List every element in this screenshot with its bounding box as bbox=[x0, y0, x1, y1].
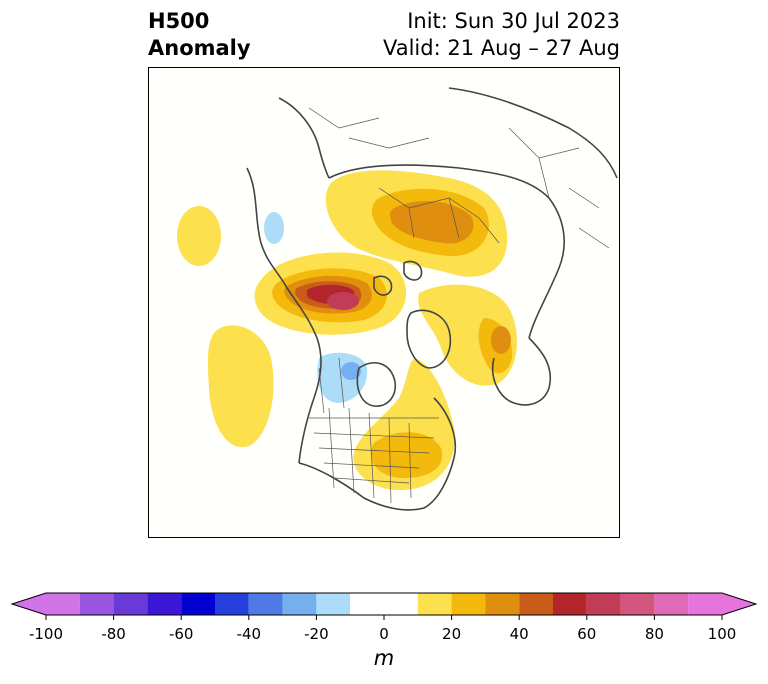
chart-title-right: Init: Sun 30 Jul 2023 Valid: 21 Aug – 27… bbox=[383, 8, 620, 62]
anomaly-fields bbox=[177, 170, 518, 491]
border-eurasia-3 bbox=[308, 107, 430, 149]
border-us-states-v bbox=[328, 407, 412, 504]
init-date: Init: Sun 30 Jul 2023 bbox=[407, 9, 620, 33]
colorbar-tick-label: -100 bbox=[28, 625, 64, 643]
anomaly-ne-us-gold bbox=[371, 432, 443, 478]
colorbar-unit: m bbox=[373, 646, 395, 670]
colorbar-segment bbox=[350, 593, 418, 615]
colorbar-segment bbox=[79, 593, 114, 615]
colorbar-segment bbox=[316, 593, 351, 615]
border-eurasia-1 bbox=[378, 187, 500, 244]
border-eurasia-2 bbox=[508, 127, 610, 249]
colorbar-segment bbox=[654, 593, 689, 615]
valid-range: Valid: 21 Aug – 27 Aug bbox=[382, 36, 620, 60]
colorbar-tick-label: 40 bbox=[509, 625, 529, 643]
anomaly-npac-high bbox=[207, 325, 274, 448]
colorbar-tick-label: 20 bbox=[442, 625, 462, 643]
coast-asia-east bbox=[278, 97, 330, 179]
colorbar-segment bbox=[620, 593, 655, 615]
border-canada bbox=[318, 357, 345, 414]
colorbar bbox=[10, 592, 758, 620]
colorbar-segment bbox=[451, 593, 486, 615]
colorbar-tick-label: 80 bbox=[644, 625, 664, 643]
colorbar-segment bbox=[417, 593, 452, 615]
colorbar-segment bbox=[485, 593, 520, 615]
colorbar-extend-high bbox=[722, 593, 756, 615]
anomaly-euro-orange bbox=[491, 326, 511, 354]
colorbar-segment bbox=[688, 593, 722, 615]
chart-title-left: H500 Anomaly bbox=[148, 8, 251, 62]
title-field: Anomaly bbox=[148, 36, 251, 60]
coast-na-east bbox=[298, 397, 457, 511]
colorbar-segment bbox=[519, 593, 553, 615]
colorbar-segment bbox=[553, 593, 587, 615]
coastlines bbox=[246, 87, 618, 511]
anomaly-bering-high bbox=[177, 206, 221, 266]
coast-hudson-bay bbox=[356, 362, 396, 407]
colorbar-tick-label: -40 bbox=[236, 625, 262, 643]
colorbar-tick-label: -60 bbox=[168, 625, 194, 643]
colorbar-segment bbox=[248, 593, 283, 615]
anomaly-low-canada-core bbox=[341, 362, 361, 380]
coast-greenland bbox=[406, 309, 451, 369]
coast-eurasia-north bbox=[328, 164, 565, 339]
map-svg bbox=[149, 68, 619, 537]
colorbar-segment bbox=[147, 593, 182, 615]
coast-arctic-island-2 bbox=[403, 260, 423, 281]
political-borders bbox=[308, 107, 610, 504]
colorbar-tick-label: -80 bbox=[101, 625, 126, 643]
coast-scandinavia bbox=[492, 337, 551, 406]
coast-asia-south bbox=[448, 87, 618, 179]
title-variable: H500 bbox=[148, 9, 210, 33]
colorbar-extend-low bbox=[12, 593, 46, 615]
border-us-states-h bbox=[309, 417, 439, 484]
colorbar-segment bbox=[113, 593, 148, 615]
colorbar-segment bbox=[46, 593, 80, 615]
coast-arctic-island-1 bbox=[373, 275, 393, 296]
colorbar-segment bbox=[215, 593, 249, 615]
anomaly-map bbox=[148, 67, 620, 538]
anomaly-arctic-max bbox=[327, 292, 359, 310]
colorbar-tick-label: 60 bbox=[577, 625, 597, 643]
colorbar-segment bbox=[282, 593, 317, 615]
colorbar-tick-label: 0 bbox=[379, 625, 389, 643]
colorbar-tick-label: -20 bbox=[304, 625, 329, 643]
colorbar-segment bbox=[586, 593, 621, 615]
coast-na-west bbox=[246, 167, 322, 464]
colorbar-segment bbox=[181, 593, 215, 615]
colorbar-tick-label: 100 bbox=[707, 625, 737, 643]
anomaly-low-alaska bbox=[264, 212, 284, 244]
colorbar-segments bbox=[10, 592, 758, 620]
